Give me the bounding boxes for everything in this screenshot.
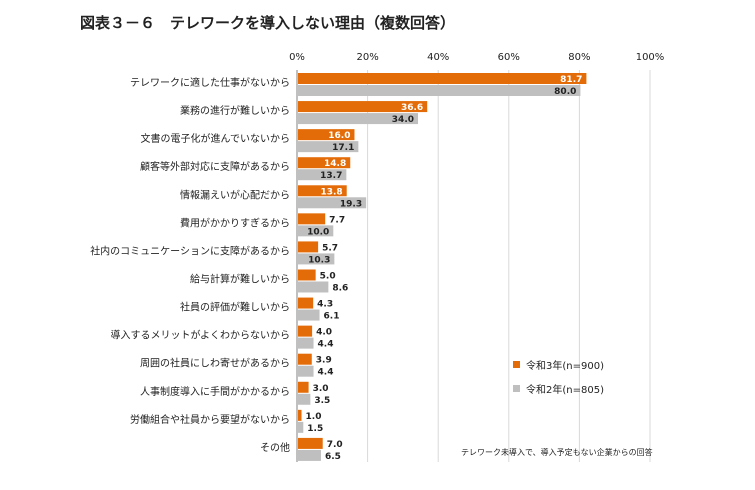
data-label-series-2: 3.5 bbox=[314, 396, 330, 406]
data-label-series-1: 3.0 bbox=[313, 384, 329, 394]
legend-swatch-series-2 bbox=[513, 384, 520, 392]
data-label-series-1: 4.3 bbox=[317, 300, 333, 310]
data-label-series-1: 1.0 bbox=[306, 412, 322, 422]
bar-series-2 bbox=[298, 449, 321, 461]
category-label: その他 bbox=[260, 441, 290, 454]
category-label: 導入するメリットがよくわからないから bbox=[111, 329, 291, 342]
bar-series-1 bbox=[298, 213, 326, 225]
chart-note: テレワーク未導入で、導入予定もない企業からの回答 bbox=[461, 448, 653, 457]
data-label-series-2: 4.4 bbox=[318, 368, 334, 378]
bar-series-2 bbox=[298, 225, 334, 237]
data-label-series-2: 34.0 bbox=[392, 115, 414, 125]
data-label-series-1: 7.7 bbox=[329, 215, 345, 225]
x-tick-label: 20% bbox=[356, 52, 378, 63]
bar-series-1 bbox=[298, 381, 309, 393]
data-label-series-2: 1.5 bbox=[307, 424, 323, 434]
category-label: 文書の電子化が進んでいないから bbox=[141, 132, 291, 145]
category-label: 労働組合や社員から要望がないから bbox=[130, 413, 290, 426]
data-label-series-1: 14.8 bbox=[324, 159, 346, 169]
data-label-series-2: 13.7 bbox=[320, 171, 342, 181]
chart-title: 図表３－６ テレワークを導入しない理由（複数回答） bbox=[80, 14, 456, 32]
bar-series-2 bbox=[298, 309, 320, 321]
data-label-series-1: 16.0 bbox=[328, 131, 350, 141]
data-label-series-2: 6.5 bbox=[325, 452, 341, 462]
bar-series-2 bbox=[298, 393, 311, 405]
bar-series-1 bbox=[298, 325, 313, 337]
category-label: テレワークに適した仕事がないから bbox=[130, 76, 290, 89]
bar-series-1 bbox=[298, 353, 312, 365]
x-tick-label: 80% bbox=[568, 52, 590, 63]
bar-series-2 bbox=[298, 141, 359, 153]
data-label-series-2: 8.6 bbox=[332, 283, 348, 293]
category-label: 社内のコミュニケーションに支障があるから bbox=[90, 244, 290, 257]
category-label: 顧客等外部対応に支障があるから bbox=[140, 160, 290, 173]
data-label-series-2: 6.1 bbox=[324, 312, 340, 322]
bar-series-1 bbox=[298, 73, 587, 84]
bar-series-2 bbox=[298, 253, 335, 265]
data-label-series-1: 36.6 bbox=[401, 103, 423, 113]
bar-series-1 bbox=[298, 297, 314, 309]
legend-label-series-1: 令和3年(n=900) bbox=[526, 360, 604, 372]
bar-series-1 bbox=[298, 157, 351, 169]
legend-label-series-2: 令和2年(n=805) bbox=[526, 384, 604, 396]
x-tick-label: 40% bbox=[427, 52, 449, 63]
bar-series-1 bbox=[298, 241, 319, 253]
bar-series-1 bbox=[298, 101, 428, 113]
bar-series-2 bbox=[298, 85, 581, 96]
data-label-series-1: 7.0 bbox=[327, 440, 343, 450]
category-label: 費用がかかりすぎるから bbox=[180, 216, 290, 229]
data-label-series-2: 80.0 bbox=[554, 87, 576, 97]
data-label-series-2: 10.3 bbox=[308, 255, 330, 265]
bar-series-2 bbox=[298, 421, 304, 433]
data-label-series-2: 19.3 bbox=[340, 199, 362, 209]
bar-series-2 bbox=[298, 365, 314, 377]
category-label: 給与計算が難しいから bbox=[190, 272, 290, 285]
data-label-series-2: 10.0 bbox=[307, 227, 329, 237]
data-label-series-1: 5.0 bbox=[320, 271, 336, 281]
bar-series-1 bbox=[298, 437, 323, 449]
x-tick-label: 60% bbox=[498, 52, 520, 63]
legend-swatch-series-1 bbox=[513, 360, 520, 368]
category-label: 人事制度導入に手間がかかるから bbox=[140, 385, 290, 398]
bar-series-1 bbox=[298, 129, 355, 141]
data-label-series-2: 4.4 bbox=[318, 340, 334, 350]
category-label: 情報漏えいが心配だから bbox=[180, 188, 290, 201]
bar-series-2 bbox=[298, 169, 347, 181]
bar-series-2 bbox=[298, 337, 314, 349]
category-label: 周囲の社員にしわ寄せがあるから bbox=[140, 357, 290, 370]
x-tick-label: 0% bbox=[289, 52, 305, 63]
legend: 令和3年(n=900) 令和2年(n=805) bbox=[513, 352, 604, 400]
bar-series-1 bbox=[298, 269, 316, 281]
data-label-series-1: 81.7 bbox=[560, 75, 582, 85]
data-label-series-1: 3.9 bbox=[316, 356, 332, 366]
bar-series-2 bbox=[298, 197, 367, 209]
bar-series-1 bbox=[298, 185, 347, 197]
data-label-series-1: 5.7 bbox=[322, 243, 338, 253]
data-label-series-1: 4.0 bbox=[316, 328, 332, 338]
bar-series-2 bbox=[298, 281, 329, 293]
category-label: 社員の評価が難しいから bbox=[180, 301, 290, 314]
x-tick-label: 100% bbox=[636, 52, 665, 63]
category-label: 業務の進行が難しいから bbox=[180, 104, 290, 117]
data-label-series-2: 17.1 bbox=[332, 143, 354, 153]
legend-item-series-1: 令和3年(n=900) bbox=[513, 352, 604, 376]
bar-series-2 bbox=[298, 113, 419, 125]
legend-item-series-2: 令和2年(n=805) bbox=[513, 376, 604, 400]
data-label-series-1: 13.8 bbox=[320, 187, 342, 197]
bar-series-1 bbox=[298, 409, 302, 421]
